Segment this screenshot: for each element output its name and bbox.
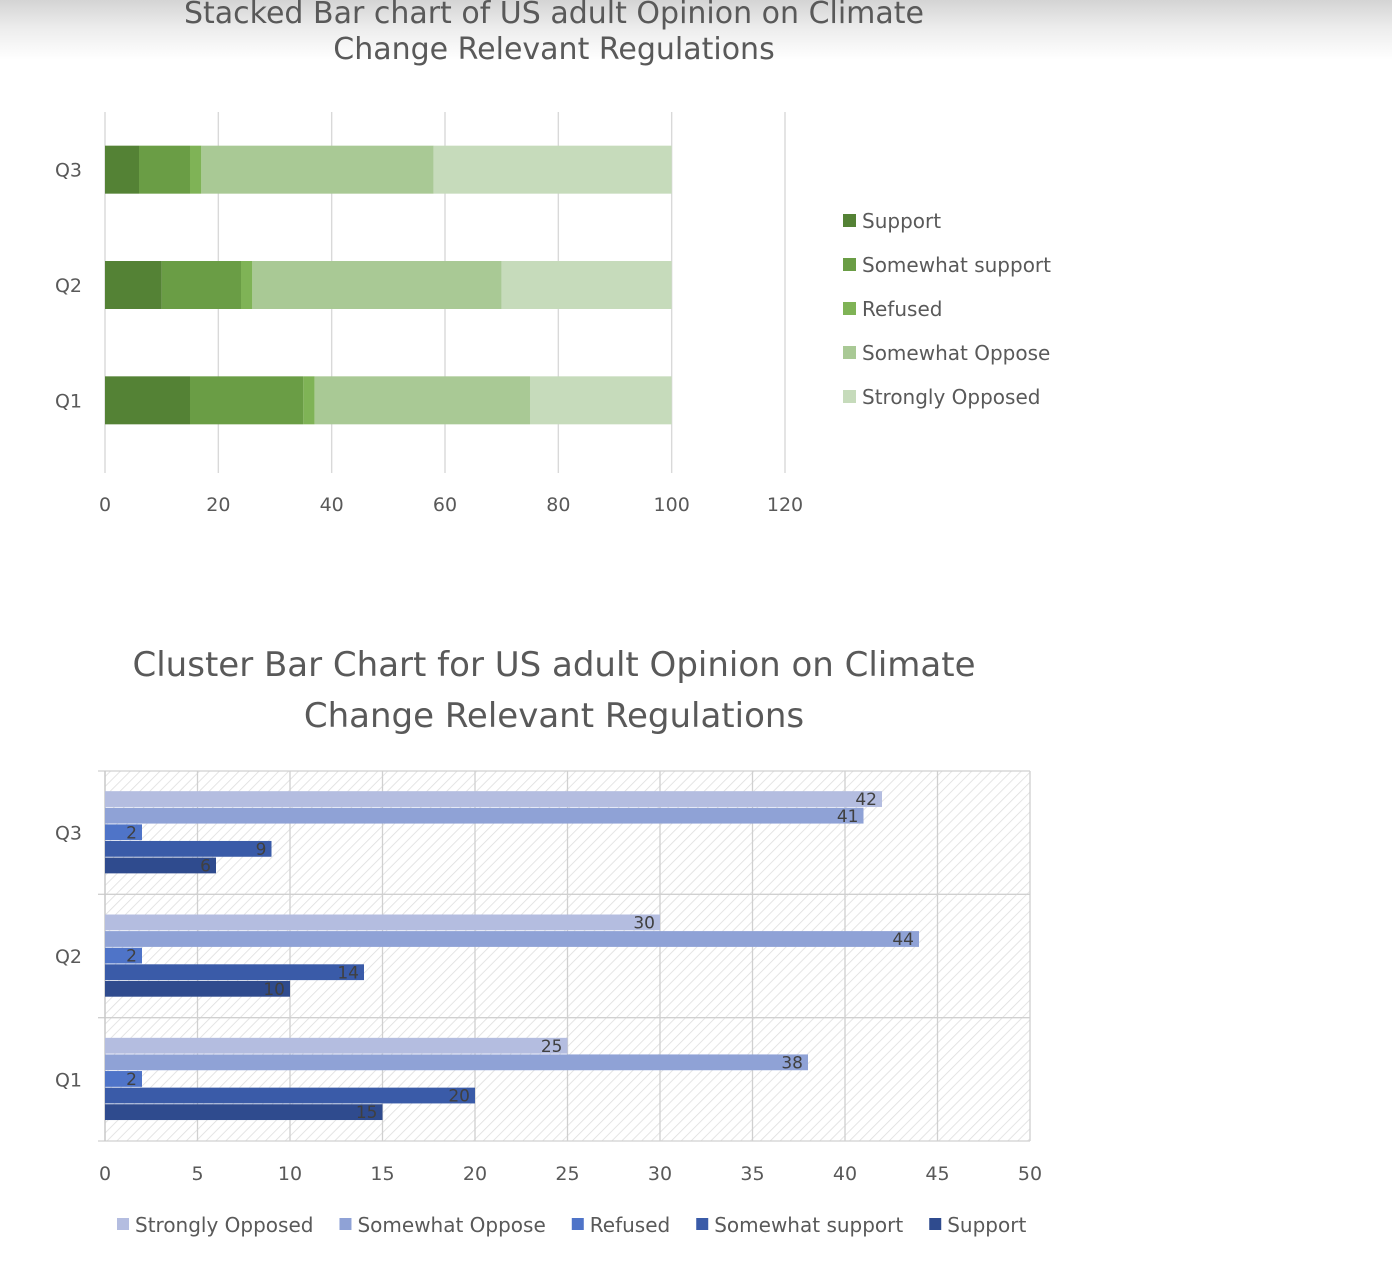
cluster-data-label-q3-refused: 2 bbox=[126, 823, 137, 843]
stacked-x-tick-0: 0 bbox=[99, 494, 111, 516]
cluster-legend-label-refused: Refused bbox=[590, 1213, 670, 1237]
cluster-y-tick-q2: Q2 bbox=[55, 946, 82, 968]
stacked-legend-swatch-support bbox=[843, 214, 856, 227]
stacked-bar-q2-support bbox=[105, 261, 162, 309]
cluster-x-tick-30: 30 bbox=[648, 1163, 672, 1185]
cluster-bar-q2-somewhat-support bbox=[105, 964, 364, 981]
cluster-bar-q1-refused bbox=[105, 1071, 142, 1087]
cluster-legend-label-somewhat-support: Somewhat support bbox=[714, 1213, 903, 1237]
stacked-legend-label-support: Support bbox=[862, 209, 941, 233]
cluster-title-line-2: Change Relevant Regulations bbox=[303, 696, 805, 736]
stacked-legend-swatch-refused bbox=[843, 302, 856, 315]
stacked-bar-chart: 0 20 40 60 80 100 120 Q1 Q2 Q3 Support Somewhat sup… bbox=[55, 112, 1051, 516]
stacked-bar-q1-somewhat-support bbox=[190, 376, 304, 425]
cluster-data-label-q3-strongly-opposed: 42 bbox=[855, 790, 877, 810]
cluster-x-tick-10: 10 bbox=[278, 1163, 302, 1185]
cluster-bar-q3-strongly-opposed bbox=[105, 791, 882, 807]
stacked-title-line-1: Stacked Bar chart of US adult Opinion on… bbox=[183, 0, 925, 31]
cluster-legend-swatch-refused bbox=[571, 1218, 584, 1230]
cluster-data-label-q2-somewhat-support: 14 bbox=[337, 963, 359, 983]
cluster-legend-swatch-strongly-opposed bbox=[117, 1218, 129, 1230]
cluster-data-label-q1-somewhat-support: 20 bbox=[448, 1087, 470, 1107]
stacked-legend-label-refused: Refused bbox=[862, 297, 942, 321]
cluster-x-tick-35: 35 bbox=[740, 1163, 764, 1185]
stacked-y-tick-q3: Q3 bbox=[55, 160, 82, 182]
cluster-legend-swatch-somewhat-oppose bbox=[339, 1218, 352, 1230]
stacked-bar-q2-somewhat-oppose bbox=[252, 261, 502, 309]
stacked-legend-swatch-strongly-opposed bbox=[843, 390, 856, 403]
cluster-bar-q1-somewhat-support bbox=[105, 1087, 475, 1104]
stacked-bar-q1-somewhat-oppose bbox=[314, 376, 530, 425]
cluster-x-tick-0: 0 bbox=[99, 1163, 111, 1185]
top-shade bbox=[0, 0, 1392, 60]
cluster-data-label-q1-support: 15 bbox=[356, 1103, 378, 1123]
stacked-bar-q3-support bbox=[105, 145, 139, 194]
stacked-x-tick-120: 120 bbox=[767, 494, 803, 516]
stacked-chart-title: Stacked Bar chart of US adult Opinion on… bbox=[0, 0, 1108, 68]
cluster-bar-q2-support bbox=[105, 980, 290, 997]
stacked-legend-swatch-somewhat-oppose bbox=[843, 346, 856, 359]
cluster-x-tick-45: 45 bbox=[925, 1163, 949, 1185]
cluster-bar-q3-support bbox=[105, 857, 216, 874]
cluster-data-label-q2-support: 10 bbox=[263, 980, 285, 1000]
cluster-legend-swatch-support bbox=[929, 1218, 942, 1230]
cluster-data-label-q2-somewhat-oppose: 44 bbox=[892, 930, 914, 950]
stacked-bar-q2-refused bbox=[241, 261, 253, 309]
cluster-x-tick-20: 20 bbox=[463, 1163, 487, 1185]
cluster-bar-q3-somewhat-support bbox=[105, 840, 272, 857]
cluster-bar-q1-support bbox=[105, 1104, 383, 1121]
stacked-title-line-2: Change Relevant Regulations bbox=[333, 32, 775, 67]
cluster-data-label-q1-somewhat-oppose: 38 bbox=[781, 1053, 803, 1073]
cluster-bar-q1-somewhat-oppose bbox=[105, 1054, 808, 1071]
stacked-x-tick-100: 100 bbox=[654, 494, 690, 516]
cluster-legend-swatch-somewhat-support bbox=[696, 1218, 709, 1230]
stacked-y-tick-q2: Q2 bbox=[55, 275, 82, 297]
stacked-bar-q1-refused bbox=[303, 376, 315, 425]
cluster-data-label-q1-refused: 2 bbox=[126, 1070, 137, 1090]
cluster-chart-title: Cluster Bar Chart for US adult Opinion o… bbox=[0, 640, 1108, 742]
cluster-bar-q3-refused bbox=[105, 824, 142, 841]
cluster-data-label-q2-strongly-opposed: 30 bbox=[633, 914, 655, 934]
cluster-data-label-q1-strongly-opposed: 25 bbox=[541, 1037, 563, 1057]
stacked-bar-q3-strongly-opposed bbox=[433, 145, 672, 194]
stacked-bar-q2-strongly-opposed bbox=[501, 261, 672, 309]
cluster-legend-label-somewhat-oppose: Somewhat Oppose bbox=[357, 1213, 545, 1237]
cluster-x-tick-40: 40 bbox=[833, 1163, 857, 1185]
stacked-bar-q2-somewhat-support bbox=[161, 261, 241, 309]
stacked-x-tick-40: 40 bbox=[320, 494, 344, 516]
cluster-bar-q2-strongly-opposed bbox=[105, 914, 660, 931]
cluster-x-tick-5: 5 bbox=[191, 1163, 203, 1185]
cluster-title-line-1: Cluster Bar Chart for US adult Opinion o… bbox=[132, 645, 976, 685]
cluster-y-tick-q3: Q3 bbox=[55, 823, 82, 845]
stacked-bar-q1-strongly-opposed bbox=[530, 376, 672, 425]
stacked-legend-swatch-somewhat-support bbox=[843, 258, 856, 271]
stacked-x-tick-20: 20 bbox=[206, 494, 230, 516]
stacked-y-tick-q1: Q1 bbox=[55, 390, 82, 412]
stacked-bar-q3-refused bbox=[190, 145, 202, 194]
cluster-x-tick-50: 50 bbox=[1018, 1163, 1042, 1185]
stacked-legend-label-somewhat-oppose: Somewhat Oppose bbox=[862, 341, 1050, 365]
cluster-x-tick-15: 15 bbox=[370, 1163, 394, 1185]
stacked-bar-q1-support bbox=[105, 376, 190, 425]
cluster-data-label-q3-somewhat-support: 9 bbox=[256, 840, 267, 860]
cluster-x-tick-25: 25 bbox=[555, 1163, 579, 1185]
cluster-bar-q3-somewhat-oppose bbox=[105, 807, 864, 824]
stacked-legend-label-somewhat-support: Somewhat support bbox=[862, 253, 1051, 277]
stacked-legend-label-strongly-opposed: Strongly Opposed bbox=[862, 385, 1040, 409]
cluster-bar-q2-refused bbox=[105, 947, 142, 964]
stacked-bar-q3-somewhat-support bbox=[139, 145, 190, 194]
cluster-bar-q1-strongly-opposed bbox=[105, 1037, 568, 1054]
cluster-legend-label-support: Support bbox=[947, 1213, 1026, 1237]
stacked-x-tick-60: 60 bbox=[433, 494, 457, 516]
cluster-y-tick-q1: Q1 bbox=[55, 1069, 82, 1091]
stacked-x-tick-80: 80 bbox=[546, 494, 570, 516]
cluster-data-label-q3-support: 6 bbox=[200, 857, 211, 877]
cluster-data-label-q2-refused: 2 bbox=[126, 947, 137, 967]
cluster-data-label-q3-somewhat-oppose: 41 bbox=[837, 807, 859, 827]
cluster-legend-label-strongly-opposed: Strongly Opposed bbox=[135, 1213, 313, 1237]
stacked-bar-q3-somewhat-oppose bbox=[201, 145, 434, 194]
cluster-bar-q2-somewhat-oppose bbox=[105, 931, 919, 947]
